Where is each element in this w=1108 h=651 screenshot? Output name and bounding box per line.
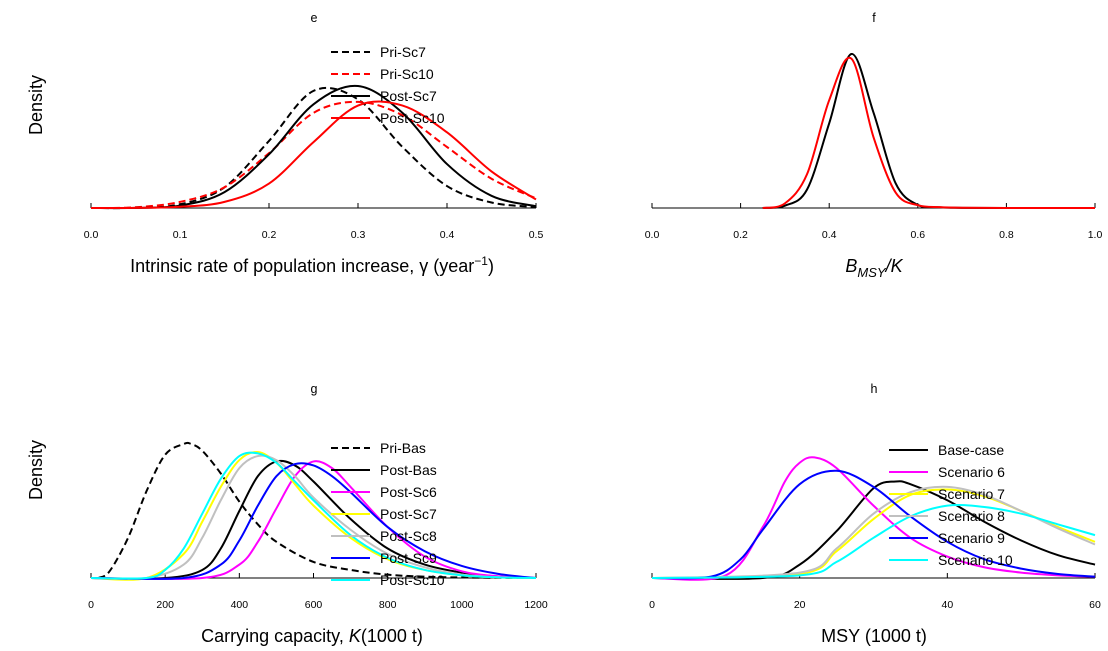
panel-h: h 0 20 40 60 MSY (1000 t) Base-case Scenario… <box>649 382 1101 646</box>
panel-e-ticks: 0.0 0.1 0.2 0.3 0.4 0.5 <box>84 203 544 241</box>
panel-h-series-line-2 <box>651 456 1096 581</box>
panel-h-tick-label: 0 <box>649 599 655 611</box>
panel-e-legend-label: Post-Sc7 <box>380 88 437 104</box>
panel-e-xlabel-symbol: γ <box>419 256 428 276</box>
panel-e-xlabel-close: ) <box>488 256 494 276</box>
panel-f-tick-label: 0.4 <box>822 229 837 241</box>
panel-g-legend-label: Post-Sc7 <box>380 506 437 522</box>
panel-g-xlabel-main: Carrying capacity, <box>201 626 349 646</box>
panel-g-tick-label: 200 <box>156 599 174 611</box>
panel-g-series-line-4 <box>90 451 537 581</box>
panel-g-series-line-1 <box>97 441 537 579</box>
panel-g-series-line-2 <box>90 459 537 580</box>
panel-f-lines <box>762 53 1096 210</box>
panel-h-legend-label: Scenario 10 <box>938 552 1013 568</box>
panel-e-legend: Pri-Sc7 Pri-Sc10 Post-Sc7 Post-Sc10 <box>331 44 445 126</box>
panel-g-tick-label: 0 <box>88 599 94 611</box>
panel-f-xlabel-sub: MSY <box>857 265 887 280</box>
panel-e-xlabel-unit: (year <box>428 256 474 276</box>
panel-e-ylabel: Density <box>26 75 46 135</box>
panel-h-tick-label: 60 <box>1089 599 1101 611</box>
panel-f-tick-label: 0.8 <box>999 229 1014 241</box>
panel-g-legend-label: Post-Sc9 <box>380 550 437 566</box>
panel-f-tick-label: 0.6 <box>910 229 925 241</box>
panel-f: f 0.0 0.2 0.4 0.6 0.8 1.0 BMSY/K <box>645 11 1103 280</box>
panel-g-series-line-7 <box>90 451 537 580</box>
panel-g-title: g <box>311 382 318 396</box>
panel-e-tick-label: 0.3 <box>351 229 366 241</box>
panel-g-legend-label: Post-Sc10 <box>380 572 445 588</box>
panel-e-tick-label: 0.4 <box>440 229 455 241</box>
panel-h-series-line-3 <box>651 488 1096 579</box>
panel-g-legend-label: Post-Bas <box>380 462 437 478</box>
panel-g-tick-label: 400 <box>231 599 249 611</box>
panel-h-legend-label: Scenario 8 <box>938 508 1005 524</box>
panel-e-series-line-3 <box>90 84 537 210</box>
panel-f-xlabel-main: B <box>845 256 857 276</box>
panel-g-tick-label: 600 <box>305 599 323 611</box>
panel-h-series-line-1 <box>651 480 1096 580</box>
panel-g-tick-label: 1200 <box>524 599 548 611</box>
panel-e-tick-label: 0.1 <box>173 229 188 241</box>
panel-h-series-line-5 <box>651 469 1096 580</box>
panel-f-xlabel-rest: /K <box>884 256 904 276</box>
panel-g-series-line-3 <box>90 460 537 580</box>
panel-g-ylabel: Density <box>26 440 46 500</box>
panel-e-xlabel: Intrinsic rate of population increase, γ… <box>130 254 494 276</box>
panel-f-series-line-2 <box>762 56 1096 210</box>
panel-h-lines <box>651 456 1096 581</box>
panel-f-tick-label: 0.2 <box>733 229 748 241</box>
panel-e-title: e <box>311 11 318 25</box>
panel-e-series-line-1 <box>90 86 537 210</box>
panel-f-tick-label: 0.0 <box>645 229 660 241</box>
panel-e-lines <box>90 84 537 210</box>
panel-g-xlabel-symbol: K <box>349 626 362 646</box>
panel-g-xlabel-rest: (1000 t) <box>361 626 423 646</box>
panel-g-legend: Pri-Bas Post-Bas Post-Sc6 Post-Sc7 Post-Sc8 P… <box>331 440 445 588</box>
panel-h-series-line-4 <box>651 485 1096 579</box>
panel-e-tick-label: 0.0 <box>84 229 99 241</box>
panel-g-tick-label: 1000 <box>450 599 474 611</box>
panel-e-legend-label: Pri-Sc10 <box>380 66 434 82</box>
panel-f-xlabel: BMSY/K <box>845 256 903 280</box>
panel-e-series-line-4 <box>90 100 537 210</box>
panel-g-xlabel: Carrying capacity, K(1000 t) <box>201 626 423 646</box>
panel-h-legend-label: Scenario 6 <box>938 464 1005 480</box>
panel-h-tick-label: 40 <box>941 599 953 611</box>
panel-g-tick-label: 800 <box>379 599 397 611</box>
panel-h-series-line-6 <box>651 504 1096 579</box>
panel-h-tick-label: 20 <box>794 599 806 611</box>
panel-f-ticks: 0.0 0.2 0.4 0.6 0.8 1.0 <box>645 203 1103 241</box>
panel-e-legend-label: Post-Sc10 <box>380 110 445 126</box>
panel-e-tick-label: 0.5 <box>529 229 544 241</box>
panel-g-series-line-5 <box>90 454 537 580</box>
panel-e-legend-label: Pri-Sc7 <box>380 44 426 60</box>
panel-g-series-line-6 <box>90 462 537 580</box>
panel-h-legend-label: Scenario 7 <box>938 486 1005 502</box>
panel-e-series-line-2 <box>90 100 537 209</box>
panel-e-xlabel-main: Intrinsic rate of population increase, <box>130 256 419 276</box>
panel-f-tick-label: 1.0 <box>1088 229 1103 241</box>
panel-e-tick-label: 0.2 <box>262 229 277 241</box>
panel-g-ticks: 0 200 400 600 800 1000 1200 <box>88 573 548 611</box>
panel-g-legend-label: Pri-Bas <box>380 440 426 456</box>
panel-h-title: h <box>871 382 878 396</box>
panel-g: g Density 0 200 400 600 800 1000 1200 Carrying… <box>26 382 548 646</box>
panel-e-xlabel-sup: −1 <box>474 254 488 268</box>
panel-h-xlabel: MSY (1000 t) <box>821 626 927 646</box>
panel-g-legend-label: Post-Sc6 <box>380 484 437 500</box>
panel-f-title: f <box>872 11 876 25</box>
panel-g-legend-label: Post-Sc8 <box>380 528 437 544</box>
panel-h-legend: Base-case Scenario 6 Scenario 7 Scenario 8 S… <box>889 442 1013 568</box>
panel-f-series-line-1 <box>762 53 1096 210</box>
panel-g-lines <box>90 441 537 581</box>
panel-e: e Density 0.0 0.1 0.2 0.3 0.4 0.5 Intrinsic r… <box>26 11 543 276</box>
panel-h-legend-label: Scenario 9 <box>938 530 1005 546</box>
panel-h-legend-label: Base-case <box>938 442 1004 458</box>
